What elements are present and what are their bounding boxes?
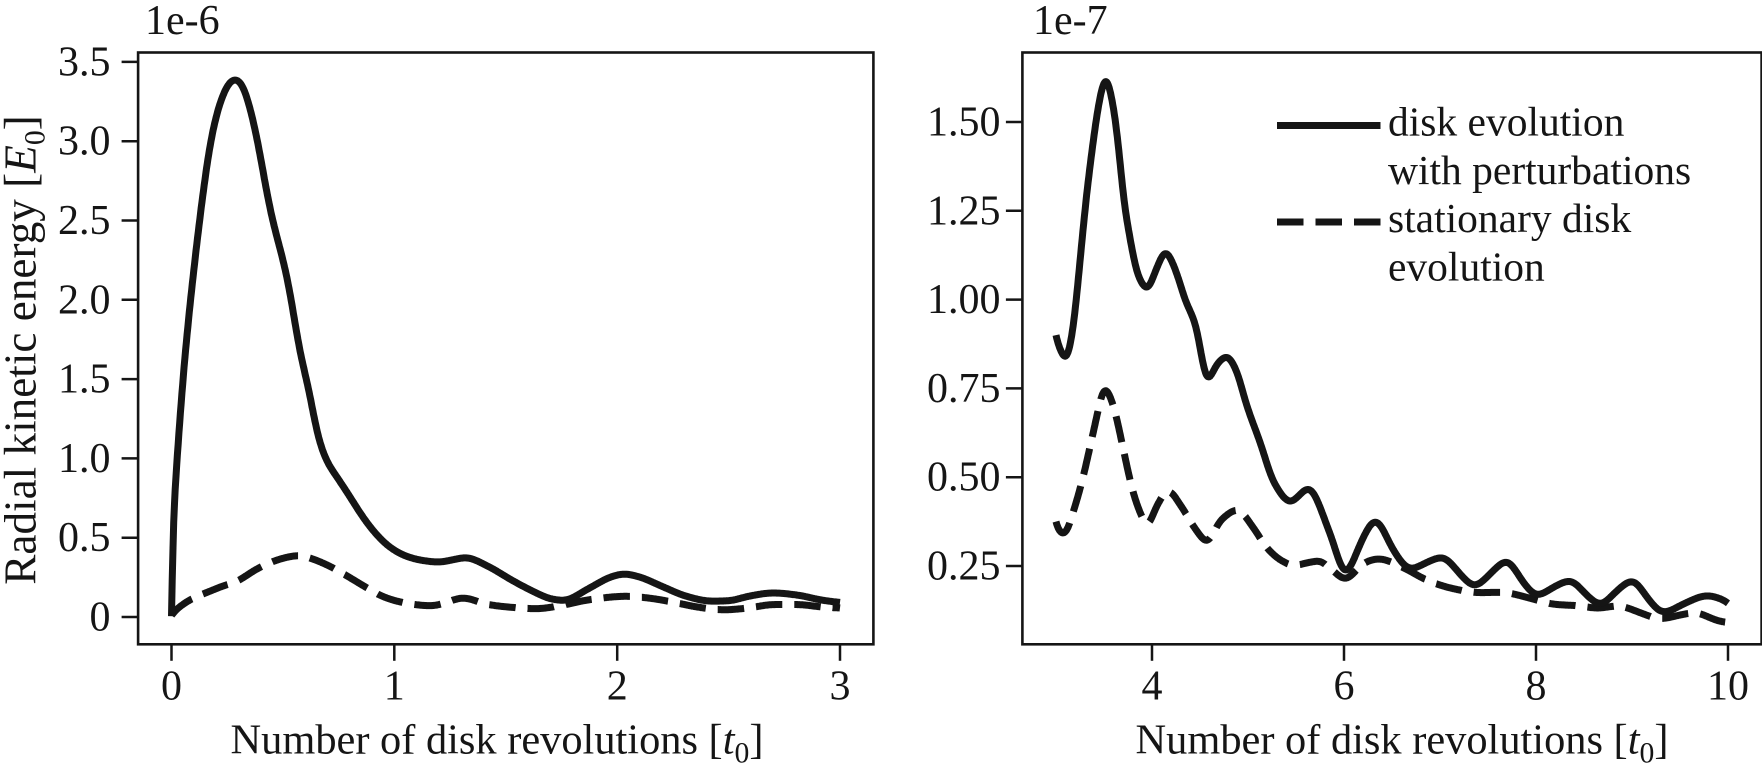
svg-text:evolution: evolution (1388, 244, 1545, 290)
svg-text:0: 0 (161, 664, 182, 710)
svg-text:0.25: 0.25 (927, 544, 1001, 590)
svg-text:0.5: 0.5 (58, 515, 111, 561)
svg-text:2: 2 (607, 664, 628, 710)
svg-text:1e-6: 1e-6 (145, 0, 220, 44)
svg-text:1e-7: 1e-7 (1033, 0, 1108, 44)
svg-text:Radial kinetic energy [E0]: Radial kinetic energy [E0] (0, 115, 52, 585)
svg-text:8: 8 (1526, 664, 1547, 710)
svg-text:1: 1 (384, 664, 405, 710)
svg-text:3: 3 (830, 664, 851, 710)
svg-text:Number of disk revolutions [t0: Number of disk revolutions [t0] (1136, 717, 1669, 770)
svg-text:1.5: 1.5 (58, 357, 111, 403)
svg-text:stationary disk: stationary disk (1388, 195, 1631, 241)
svg-text:2.0: 2.0 (58, 277, 111, 323)
svg-text:3.5: 3.5 (58, 39, 111, 85)
svg-text:disk evolution: disk evolution (1388, 99, 1625, 145)
svg-text:2.5: 2.5 (58, 198, 111, 244)
svg-text:0: 0 (90, 595, 111, 641)
svg-text:1.25: 1.25 (927, 188, 1001, 234)
svg-text:6: 6 (1334, 664, 1355, 710)
svg-text:1.00: 1.00 (927, 277, 1001, 323)
svg-text:with perturbations: with perturbations (1388, 147, 1691, 193)
svg-text:1.0: 1.0 (58, 436, 111, 482)
svg-text:0.75: 0.75 (927, 366, 1001, 412)
svg-text:10: 10 (1707, 664, 1749, 710)
svg-text:4: 4 (1142, 664, 1163, 710)
svg-text:1.50: 1.50 (927, 100, 1001, 146)
svg-text:0.50: 0.50 (927, 455, 1001, 501)
svg-text:3.0: 3.0 (58, 119, 111, 165)
svg-text:Number of disk revolutions [t0: Number of disk revolutions [t0] (231, 717, 764, 770)
